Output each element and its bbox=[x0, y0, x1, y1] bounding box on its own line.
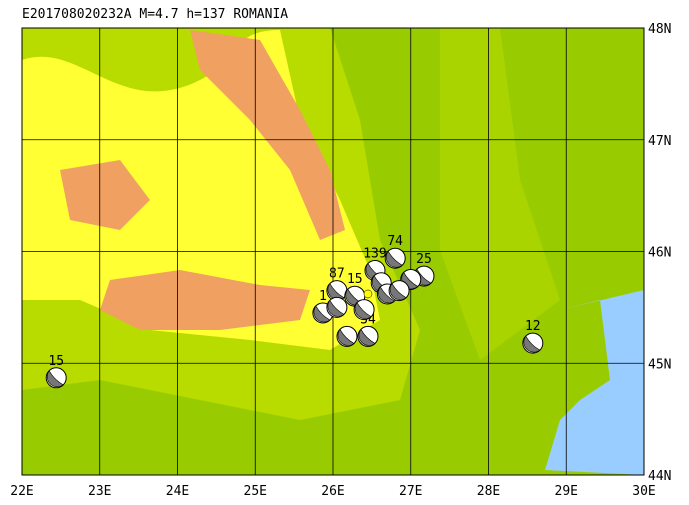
x-tick-label: 28E bbox=[477, 484, 500, 499]
focal-mechanism bbox=[45, 367, 67, 389]
x-tick-label: 29E bbox=[555, 484, 578, 499]
y-tick-label: 44N bbox=[648, 469, 671, 484]
beachball-lobe bbox=[337, 328, 355, 346]
event-label: 139 bbox=[363, 246, 386, 261]
epicenter bbox=[363, 289, 373, 299]
beachball-lobe bbox=[327, 299, 345, 317]
x-tick-label: 24E bbox=[166, 484, 189, 499]
beachball-lobe bbox=[358, 328, 376, 346]
x-tick-label: 27E bbox=[399, 484, 422, 499]
event-label: 25 bbox=[416, 252, 432, 267]
beachball-lobe bbox=[46, 370, 64, 388]
beachball-lobe bbox=[313, 305, 331, 323]
focal-mechanism bbox=[326, 296, 348, 318]
frame bbox=[21, 27, 645, 476]
event-label: 12 bbox=[525, 319, 541, 334]
focal-mechanism bbox=[388, 280, 410, 302]
y-tick-label: 46N bbox=[648, 246, 671, 261]
x-tick-label: 30E bbox=[632, 484, 655, 499]
x-tick-label: 25E bbox=[244, 484, 267, 499]
focal-mechanism bbox=[357, 325, 379, 347]
y-tick-label: 48N bbox=[648, 22, 671, 37]
x-tick-label: 26E bbox=[321, 484, 344, 499]
event-label: 15 bbox=[347, 272, 363, 287]
beachball-lobe bbox=[385, 250, 403, 268]
x-tick-label: 23E bbox=[88, 484, 111, 499]
event-label: 1 bbox=[319, 289, 327, 304]
y-tick-label: 47N bbox=[648, 134, 671, 149]
x-tick-label: 22E bbox=[10, 484, 33, 499]
beachball-lobe bbox=[354, 302, 372, 319]
y-tick-label: 45N bbox=[648, 357, 671, 372]
focal-mechanism bbox=[384, 247, 406, 269]
beachball-lobe bbox=[523, 335, 541, 353]
title: E201708020232A M=4.7 h=137 ROMANIA bbox=[22, 7, 288, 22]
beachball-lobe bbox=[389, 283, 407, 300]
focal-mechanism bbox=[353, 299, 375, 321]
beachball-lobe bbox=[327, 283, 345, 300]
event-label: 74 bbox=[387, 234, 403, 249]
focal-mechanism bbox=[336, 325, 358, 347]
event-label: 15 bbox=[48, 354, 64, 369]
beachball-lobe bbox=[378, 286, 395, 304]
focal-mechanism bbox=[522, 332, 544, 354]
event-label: 87 bbox=[329, 267, 345, 282]
